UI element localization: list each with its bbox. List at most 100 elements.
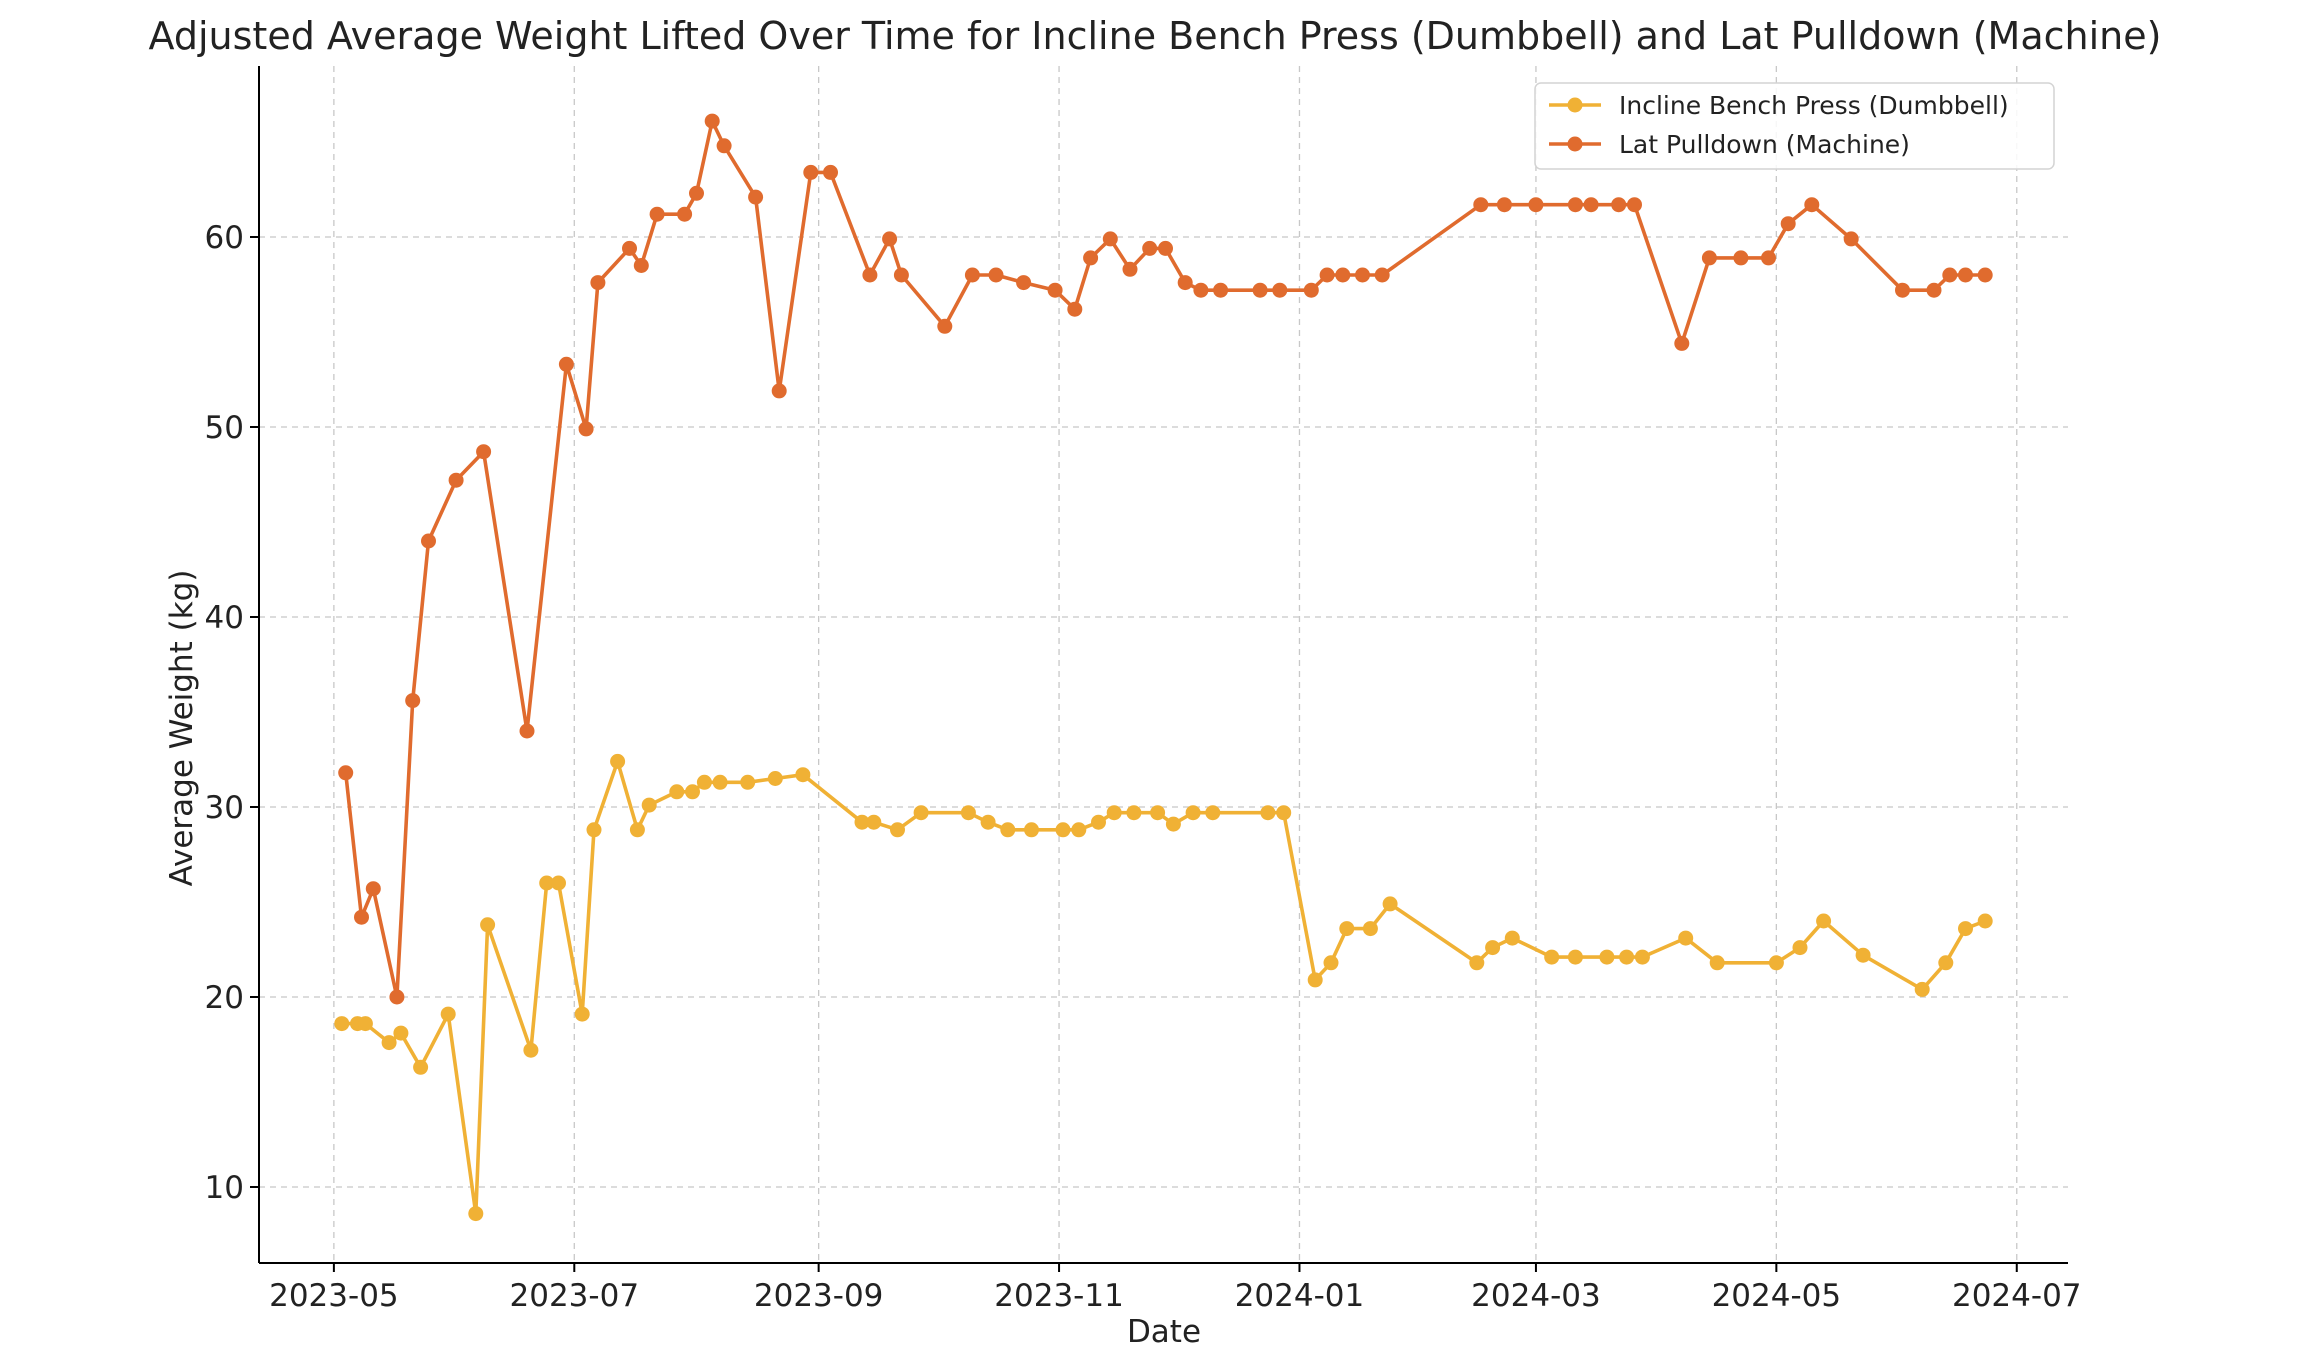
data-point (1804, 197, 1820, 213)
data-point (1583, 197, 1599, 213)
data-point (519, 723, 535, 739)
data-point (468, 1206, 484, 1222)
x-tick-label: 2024-03 (1471, 1278, 1601, 1314)
data-point (448, 472, 464, 488)
data-point (622, 240, 637, 256)
data-point (1339, 921, 1355, 937)
data-point (689, 185, 704, 201)
data-point (890, 822, 905, 838)
data-point (1926, 282, 1942, 298)
data-point (1977, 267, 1993, 283)
legend-swatch-marker (1567, 97, 1583, 113)
data-point (1355, 267, 1370, 283)
data-point (1485, 940, 1501, 956)
data-point (1016, 275, 1032, 291)
data-point (1761, 250, 1776, 266)
gridlines (259, 66, 2068, 1263)
data-point (578, 421, 594, 437)
data-point (669, 784, 685, 800)
legend-swatch-marker (1567, 136, 1583, 152)
legend-item: Lat Pulldown (Machine) (1549, 130, 1910, 159)
data-point (1142, 240, 1158, 256)
data-point (1307, 972, 1323, 988)
data-point (1205, 805, 1221, 821)
data-point (1619, 949, 1635, 965)
data-point (795, 767, 811, 783)
data-point (1323, 955, 1339, 971)
data-point (1083, 250, 1099, 266)
data-point (1816, 913, 1832, 929)
data-point (1126, 805, 1142, 821)
data-point (1303, 282, 1319, 298)
data-point (629, 822, 645, 838)
data-point (1193, 282, 1209, 298)
data-point (1504, 930, 1520, 946)
data-point (1024, 822, 1039, 838)
data-point (381, 1035, 397, 1051)
data-point (740, 774, 756, 790)
data-point (1122, 261, 1138, 277)
data-point (1335, 267, 1351, 283)
y-axis-label: Average Weight (kg) (164, 570, 200, 887)
data-point (1938, 955, 1954, 971)
data-point (1000, 822, 1016, 838)
data-point (1260, 805, 1276, 821)
data-point (480, 917, 496, 933)
data-point (980, 814, 996, 830)
data-point (1067, 301, 1083, 317)
data-point (539, 875, 555, 891)
data-point (421, 533, 436, 549)
y-tick-label: 10 (205, 1170, 244, 1206)
series-2 (338, 113, 1993, 1005)
data-point (1374, 267, 1390, 283)
x-tick-label: 2024-01 (1235, 1278, 1365, 1314)
legend: Incline Bench Press (Dumbbell) Lat Pulldo… (1534, 82, 2055, 170)
data-point (937, 318, 953, 334)
x-tick-label: 2024-07 (1952, 1278, 2082, 1314)
x-tick-label: 2024-05 (1712, 1278, 1842, 1314)
data-point (893, 267, 909, 283)
data-point (696, 774, 712, 790)
data-point (1276, 805, 1292, 821)
y-tick-label: 60 (205, 220, 244, 256)
y-tick-label: 50 (205, 410, 244, 446)
data-point (1843, 231, 1859, 247)
data-point (882, 231, 898, 247)
data-point (1091, 814, 1106, 830)
series-line (343, 119, 1986, 999)
data-point (1528, 197, 1544, 213)
data-point (1102, 231, 1118, 247)
data-point (1942, 267, 1958, 283)
data-point (1150, 805, 1166, 821)
data-point (1709, 955, 1725, 971)
data-point (1177, 275, 1193, 291)
series-1 (334, 753, 1993, 1222)
data-point (1611, 197, 1627, 213)
data-point (866, 814, 882, 830)
data-point (1567, 197, 1583, 213)
data-point (1599, 949, 1615, 965)
data-point (334, 1016, 350, 1032)
data-point (803, 164, 819, 180)
data-point (1106, 805, 1122, 821)
legend-item: Incline Bench Press (Dumbbell) (1549, 91, 2009, 120)
data-point (1473, 197, 1489, 213)
data-point (1567, 949, 1583, 965)
data-point (551, 875, 566, 891)
series-layer (334, 113, 1993, 1222)
y-tick-label: 30 (205, 790, 244, 826)
data-point (523, 1042, 539, 1058)
data-point (1213, 282, 1229, 298)
data-point (823, 164, 838, 180)
data-point (685, 784, 700, 800)
data-point (1319, 267, 1335, 283)
data-point (1895, 282, 1910, 298)
data-point (1382, 896, 1398, 912)
data-point (586, 822, 602, 838)
legend-label: Lat Pulldown (Machine) (1619, 130, 1910, 159)
data-point (712, 774, 728, 790)
data-point (1914, 981, 1930, 997)
chart-title: Adjusted Average Weight Lifted Over Time… (149, 14, 2162, 58)
data-point (988, 267, 1004, 283)
data-point (1158, 240, 1173, 256)
